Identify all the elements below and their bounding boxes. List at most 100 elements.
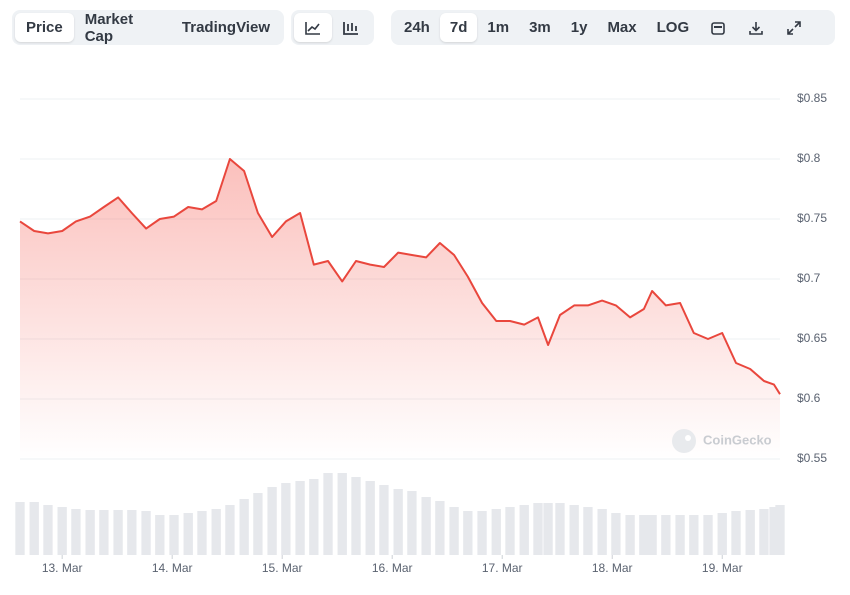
y-tick-label: $0.7	[797, 271, 821, 285]
volume-bar	[15, 502, 25, 555]
volume-bar	[731, 511, 741, 555]
volume-bar	[717, 513, 727, 555]
range-group: 24h 7d 1m 3m 1y Max LOG	[391, 10, 835, 45]
volume-bar	[463, 511, 473, 555]
tab[interactable]: TradingView	[181, 19, 270, 36]
volume-bar	[155, 515, 165, 555]
volume-bar	[85, 510, 95, 555]
volume-bar	[407, 491, 417, 555]
range-button[interactable]: 7d	[439, 13, 478, 42]
volume-bar	[127, 510, 137, 555]
volume-bar	[141, 511, 151, 555]
range-button[interactable]: 1y	[570, 19, 588, 36]
line-icon	[305, 21, 320, 35]
volume-bar	[477, 511, 487, 555]
y-tick-label: $0.65	[797, 331, 827, 345]
volume-bar	[639, 515, 649, 555]
volume-bar	[769, 507, 779, 555]
range-button[interactable]: Max	[607, 19, 637, 36]
fullscreen-button[interactable]	[775, 13, 813, 42]
volume-bar	[253, 493, 263, 555]
volume-bar	[169, 515, 179, 555]
volume-bar	[611, 513, 621, 555]
volume-bar	[99, 510, 109, 555]
calendar-button[interactable]	[699, 13, 737, 42]
volume-bar	[351, 477, 361, 555]
area-fill	[20, 159, 780, 459]
volume-bar	[543, 503, 553, 555]
volume-bar	[337, 473, 347, 555]
volume-bar	[295, 481, 305, 555]
tab[interactable]: Price	[15, 13, 74, 42]
volume-bar	[323, 473, 333, 555]
x-tick-label: 14. Mar	[152, 561, 193, 575]
volume-bar	[703, 515, 713, 555]
volume-bar	[29, 502, 39, 555]
calendar-icon	[711, 21, 725, 35]
y-tick-label: $0.8	[797, 151, 821, 165]
volume-bar	[505, 507, 515, 555]
volume-bar	[533, 503, 543, 555]
x-tick-label: 19. Mar	[702, 561, 743, 575]
volume-bar	[57, 507, 67, 555]
volume-bar	[197, 511, 207, 555]
x-tick-label: 18. Mar	[592, 561, 633, 575]
y-tick-label: $0.6	[797, 391, 821, 405]
volume-bar	[211, 509, 221, 555]
volume-bar	[597, 509, 607, 555]
range-button[interactable]: 1m	[487, 19, 510, 36]
volume-bar	[379, 485, 389, 555]
volume-bar	[309, 479, 319, 555]
volume-bar	[759, 509, 769, 555]
x-tick-label: 16. Mar	[372, 561, 413, 575]
volume-bar	[393, 489, 403, 555]
range-button[interactable]: LOG	[656, 19, 690, 36]
candle-icon	[343, 21, 358, 35]
chart-style-group	[291, 10, 374, 45]
download-button[interactable]	[737, 13, 775, 42]
volume-bar	[569, 505, 579, 555]
volume-bar	[661, 515, 671, 555]
volume-bar	[435, 501, 445, 555]
volume-bar	[225, 505, 235, 555]
volume-bar	[421, 497, 431, 555]
volume-bar	[675, 515, 685, 555]
volume-bar	[625, 515, 635, 555]
volume-bar	[267, 487, 277, 555]
volume-bar	[449, 507, 459, 555]
x-tick-label: 17. Mar	[482, 561, 523, 575]
volume-bar	[113, 510, 123, 555]
volume-bar	[555, 503, 565, 555]
line-chart-button[interactable]	[294, 13, 332, 42]
y-tick-label: $0.85	[797, 91, 827, 105]
volume-bar	[43, 505, 53, 555]
volume-bar	[491, 509, 501, 555]
tab[interactable]: Market Cap	[84, 10, 134, 45]
volume-bar	[775, 505, 785, 555]
y-tick-label: $0.75	[797, 211, 827, 225]
volume-bar	[583, 507, 593, 555]
x-tick-label: 15. Mar	[262, 561, 303, 575]
volume-bar	[745, 510, 755, 555]
tab-group: Price Market Cap TradingView	[12, 10, 284, 45]
range-button[interactable]: 3m	[529, 19, 551, 36]
price-line	[19, 158, 781, 395]
range-button[interactable]: 24h	[404, 19, 430, 36]
x-tick-label: 13. Mar	[42, 561, 83, 575]
volume-bar	[281, 483, 291, 555]
volume-bar	[689, 515, 699, 555]
download-icon	[749, 21, 763, 35]
volume-bar	[71, 509, 81, 555]
expand-icon	[787, 20, 801, 35]
candle-chart-button[interactable]	[332, 13, 370, 42]
volume-bar	[365, 481, 375, 555]
y-tick-label: $0.55	[797, 451, 827, 465]
volume-bar	[519, 505, 529, 555]
volume-bar	[183, 513, 193, 555]
watermark: CoinGecko	[703, 432, 772, 447]
volume-bar	[239, 499, 249, 555]
watermark-logo	[672, 429, 696, 453]
volume-bar	[647, 515, 657, 555]
